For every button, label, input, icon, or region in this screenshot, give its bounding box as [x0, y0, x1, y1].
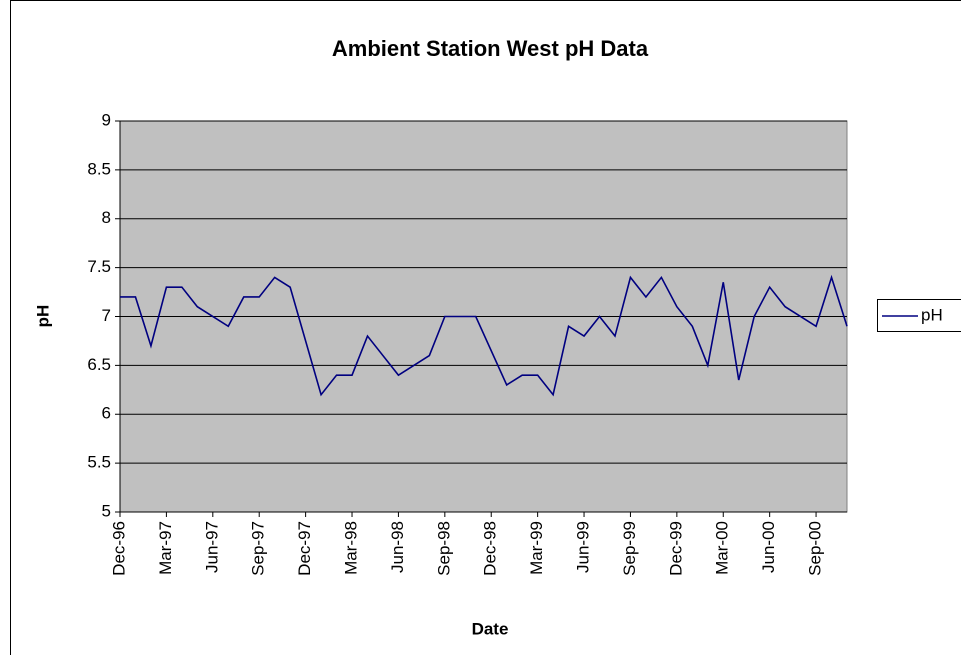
y-tick-label: 7: [102, 306, 111, 325]
x-axis-label: Date: [472, 619, 509, 638]
x-tick-label: Jun-00: [759, 521, 778, 573]
x-tick-label: Sep-97: [249, 521, 268, 576]
y-tick-label: 7.5: [87, 257, 111, 276]
x-tick-label: Jun-97: [202, 521, 221, 573]
chart-title: Ambient Station West pH Data: [332, 36, 649, 61]
x-tick-label: Mar-97: [156, 521, 175, 575]
y-tick-label: 5: [102, 501, 111, 520]
x-tick-label: Jun-99: [574, 521, 593, 573]
x-tick-label: Dec-97: [295, 521, 314, 576]
x-tick-label: Dec-98: [481, 521, 500, 576]
y-tick-label: 9: [102, 110, 111, 129]
y-tick-label: 8: [102, 208, 111, 227]
x-tick-label: Sep-99: [620, 521, 639, 576]
y-tick-label: 5.5: [87, 453, 111, 472]
y-tick-label: 6: [102, 404, 111, 423]
x-tick-label: Dec-96: [109, 521, 128, 576]
legend-label: pH: [921, 305, 943, 324]
y-axis-label: pH: [33, 305, 52, 328]
y-tick-label: 8.5: [87, 159, 111, 178]
x-tick-label: Mar-00: [713, 521, 732, 575]
x-tick-label: Dec-99: [666, 521, 685, 576]
x-tick-label: Sep-00: [806, 521, 825, 576]
x-tick-label: Jun-98: [388, 521, 407, 573]
x-tick-label: Mar-99: [527, 521, 546, 575]
x-tick-label: Sep-98: [434, 521, 453, 576]
y-tick-label: 6.5: [87, 355, 111, 374]
x-tick-label: Mar-98: [342, 521, 361, 575]
